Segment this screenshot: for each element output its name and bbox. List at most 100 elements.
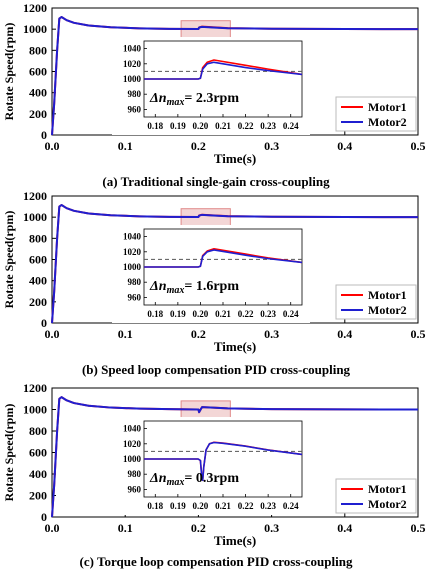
legend-box [335, 478, 417, 514]
legend-label-motor1: Motor1 [368, 100, 407, 114]
x-tick-label: 0.2 [191, 139, 206, 153]
chart-panel-2: 0 200 400 600 800 1000 1200 0.0 0.1 0.2 0.3 0.4 0.5 T… [2, 189, 426, 377]
inset-x-tick-label: 0.19 [170, 501, 186, 511]
y-tick-label: 200 [29, 295, 47, 309]
x-tick-label: 0.1 [118, 327, 133, 341]
inset-y-tick-label: 1040 [123, 424, 142, 434]
x-tick-label: 0.3 [264, 139, 279, 153]
x-tick-label: 0.3 [264, 327, 279, 341]
inset-x-tick-label: 0.19 [170, 309, 186, 319]
inset-y-tick-label: 1000 [123, 74, 142, 84]
y-tick-label: 800 [29, 43, 47, 57]
y-tick-label: 1000 [23, 210, 47, 224]
inset-series-line-motor2 [144, 441, 303, 482]
inset-x-tick-label: 0.18 [147, 121, 163, 131]
legend-label-motor2: Motor2 [368, 303, 407, 317]
y-tick-label: 600 [29, 65, 47, 79]
legend-label-motor1: Motor1 [368, 288, 407, 302]
legend-box [335, 96, 417, 132]
y-tick-label: 1200 [23, 381, 47, 395]
inset-x-tick-label: 0.18 [147, 501, 163, 511]
inset-y-tick-label: 1020 [123, 59, 142, 69]
inset-y-tick-label: 980 [128, 469, 142, 479]
y-tick-label: 600 [29, 446, 47, 460]
inset-series-line-motor2 [144, 61, 303, 80]
inset-x-tick-label: 0.18 [147, 309, 163, 319]
inset-x-tick-label: 0.20 [193, 501, 209, 511]
legend-box [335, 284, 417, 320]
legend-label-motor2: Motor2 [368, 115, 407, 129]
inset-x-tick-label: 0.24 [283, 501, 299, 511]
inset-x-tick-label: 0.23 [260, 501, 276, 511]
inset-y-tick-label: 960 [128, 484, 142, 494]
x-axis-label: Time(s) [214, 533, 256, 548]
inset-y-tick-label: 1000 [123, 262, 142, 272]
inset-x-tick-label: 0.21 [215, 309, 231, 319]
inset-y-tick-label: 1040 [123, 232, 142, 242]
x-tick-label: 0.0 [45, 327, 60, 341]
inset-y-tick-label: 960 [128, 292, 142, 302]
series-line-motor2 [51, 396, 419, 518]
y-tick-label: 0 [41, 316, 47, 330]
y-tick-label: 1200 [23, 1, 47, 15]
y-tick-label: 1000 [23, 403, 47, 417]
chart-panel-1: 0 200 400 600 800 1000 1200 0.0 0.1 0.2 0.3 0.4 0.5 T… [2, 1, 426, 189]
y-tick-label: 0 [41, 128, 47, 142]
y-tick-label: 600 [29, 253, 47, 267]
x-tick-label: 0.2 [191, 521, 206, 535]
x-tick-label: 0.4 [337, 139, 352, 153]
y-axis-label: Rotate Speed(rpm) [2, 23, 16, 121]
inset-x-tick-label: 0.23 [260, 121, 276, 131]
inset-y-tick-label: 1020 [123, 247, 142, 257]
x-tick-label: 0.0 [45, 521, 60, 535]
inset-y-tick-label: 980 [128, 89, 142, 99]
inset-x-tick-label: 0.22 [238, 501, 254, 511]
inset-x-tick-label: 0.22 [238, 309, 254, 319]
inset-y-tick-label: 1040 [123, 44, 142, 54]
chart-caption: (a) Traditional single-gain cross-coupli… [102, 174, 330, 189]
x-tick-label: 0.5 [411, 327, 426, 341]
inset-x-tick-label: 0.24 [283, 309, 299, 319]
inset-x-tick-label: 0.20 [193, 121, 209, 131]
x-tick-label: 0.2 [191, 327, 206, 341]
inset-y-tick-label: 1020 [123, 439, 142, 449]
y-tick-label: 400 [29, 467, 47, 481]
x-axis-label: Time(s) [214, 151, 256, 166]
inset-x-tick-label: 0.22 [238, 121, 254, 131]
x-tick-label: 0.5 [411, 521, 426, 535]
y-tick-label: 0 [41, 510, 47, 524]
delta-n-max-annotation: Δnmax= 1.6rpm [149, 279, 239, 296]
inset-x-tick-label: 0.21 [215, 501, 231, 511]
x-tick-label: 0.0 [45, 139, 60, 153]
y-tick-label: 1200 [23, 189, 47, 203]
delta-n-max-annotation: Δnmax= 2.3rpm [149, 91, 239, 108]
y-tick-label: 800 [29, 231, 47, 245]
inset-x-tick-label: 0.24 [283, 121, 299, 131]
y-tick-label: 800 [29, 424, 47, 438]
legend-label-motor1: Motor1 [368, 482, 407, 496]
inset-chart: 960 980 1000 1020 1040 0.18 0.19 0.20 0.21 0.22 0.… [112, 37, 310, 135]
x-tick-label: 0.5 [411, 139, 426, 153]
chart-caption: (c) Torque loop compensation PID cross-c… [80, 554, 353, 569]
x-tick-label: 0.3 [264, 521, 279, 535]
x-axis-label: Time(s) [214, 339, 256, 354]
y-tick-label: 400 [29, 86, 47, 100]
y-axis-label: Rotate Speed(rpm) [2, 211, 16, 309]
inset-series-line-motor2 [144, 249, 303, 268]
y-tick-label: 200 [29, 107, 47, 121]
x-tick-label: 0.1 [118, 521, 133, 535]
series-line-motor2 [51, 204, 419, 324]
y-tick-label: 400 [29, 274, 47, 288]
inset-x-tick-label: 0.20 [193, 309, 209, 319]
x-tick-label: 0.1 [118, 139, 133, 153]
chart-caption: (b) Speed loop compensation PID cross-co… [82, 362, 351, 377]
y-tick-label: 1000 [23, 22, 47, 36]
inset-x-tick-label: 0.21 [215, 121, 231, 131]
x-tick-label: 0.4 [337, 327, 352, 341]
inset-y-tick-label: 980 [128, 277, 142, 287]
inset-y-tick-label: 960 [128, 104, 142, 114]
delta-n-max-annotation: Δnmax= 0.3rpm [149, 471, 239, 488]
